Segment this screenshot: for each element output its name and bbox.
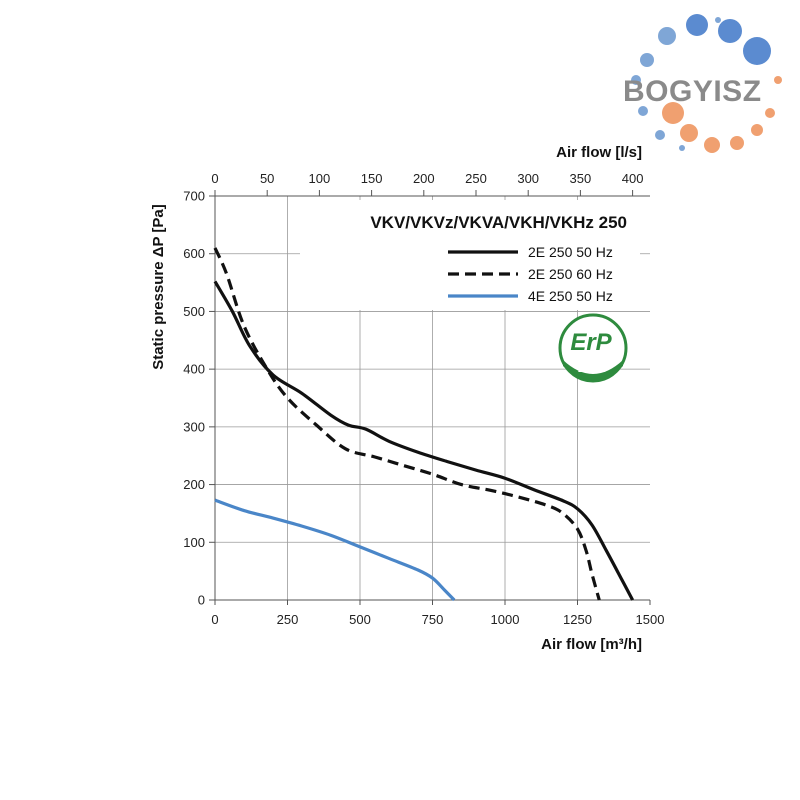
erp-badge-ring [558,313,628,383]
logo-dot [655,130,665,140]
logo-dot [680,124,698,142]
chart-title: VKV/VKVz/VKVA/VKH/VKHz 250 [370,213,627,232]
y-tick-label: 300 [183,419,205,434]
legend-label-1: 2E 250 50 Hz [528,244,613,260]
series-layer [213,247,635,602]
y-tick-label: 0 [198,593,205,608]
logo: BOGYISZ [623,14,782,153]
logo-dot [640,53,654,67]
legend: 2E 250 50 Hz 2E 250 60 Hz 4E 250 50 Hz [448,244,613,304]
y-axis-title: Static pressure ΔP [Pa] [150,204,167,370]
erp-badge: ErP 2018 [558,313,628,383]
logo-dot [718,19,742,43]
y-tick-label: 700 [183,189,205,204]
logo-dot [730,136,744,150]
logo-dots [631,14,782,153]
x-axis-title: Air flow [m³/h] [541,636,642,653]
y-tick-label: 400 [183,362,205,377]
legend-label-3: 4E 250 50 Hz [528,288,613,304]
x-tick-label: 1000 [491,612,520,627]
x2-axis-title: Air flow [l/s] [556,144,642,161]
y-tick-label: 500 [183,304,205,319]
x2-tick-label: 50 [260,171,274,186]
logo-dot [679,145,685,151]
x-tick-label: 1250 [563,612,592,627]
logo-dot [743,37,771,65]
series-line-1 [213,280,635,601]
x2-tick-label: 200 [413,171,435,186]
series-line-3 [214,498,456,602]
logo-dot [765,108,775,118]
logo-dot [658,27,676,45]
logo-dot [715,17,721,23]
logo-dot [774,76,782,84]
logo-dot [686,14,708,36]
x-tick-label: 750 [422,612,444,627]
legend-label-2: 2E 250 60 Hz [528,266,613,282]
y-tick-label: 600 [183,246,205,261]
series-line-2 [213,247,601,601]
logo-dot [638,106,648,116]
y-tick-label: 100 [183,535,205,550]
x-tick-label: 500 [349,612,371,627]
x2-tick-label: 150 [361,171,383,186]
logo-dot [704,137,720,153]
x2-tick-label: 350 [570,171,592,186]
logo-dot [751,124,763,136]
erp-badge-text: ErP [570,329,612,356]
x2-tick-label: 100 [309,171,331,186]
x-tick-label: 1500 [636,612,665,627]
erp-badge-year: 2018 [578,360,609,375]
x2-tick-label: 300 [517,171,539,186]
logo-dot [631,75,641,85]
legend-background [300,200,640,310]
x-tick-label: 0 [211,612,218,627]
x2-tick-label: 250 [465,171,487,186]
y-tick-label: 200 [183,477,205,492]
x-tick-label: 250 [277,612,299,627]
x2-tick-label: 0 [211,171,218,186]
logo-text: BOGYISZ [623,75,762,108]
logo-dot [662,102,684,124]
erp-badge-swoosh [563,360,623,380]
x2-tick-label: 400 [622,171,644,186]
